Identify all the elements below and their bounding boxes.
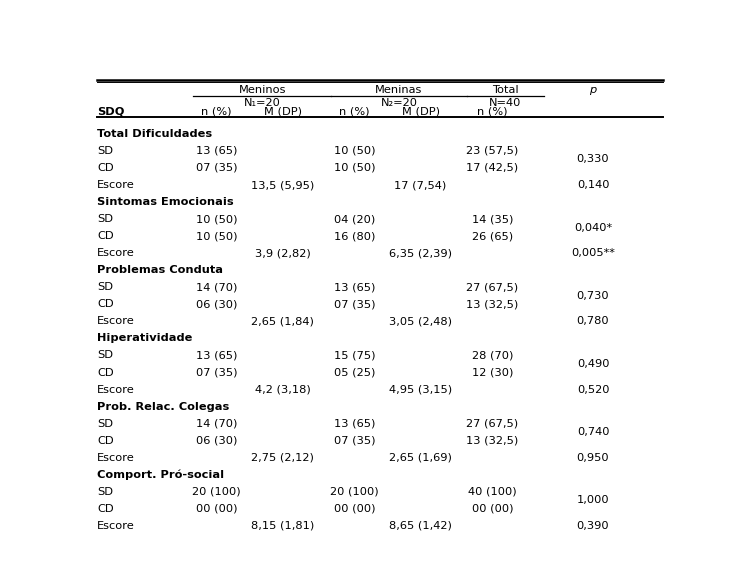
Text: SD: SD bbox=[97, 419, 114, 428]
Text: 05 (25): 05 (25) bbox=[334, 367, 375, 378]
Text: 10 (50): 10 (50) bbox=[196, 214, 237, 224]
Text: 0,780: 0,780 bbox=[577, 316, 609, 327]
Text: Escore: Escore bbox=[97, 385, 135, 394]
Text: Total Dificuldades: Total Dificuldades bbox=[97, 129, 212, 139]
Text: N₁=20: N₁=20 bbox=[244, 98, 280, 108]
Text: 06 (30): 06 (30) bbox=[196, 436, 237, 446]
Text: CD: CD bbox=[97, 504, 114, 514]
Text: N₂=20: N₂=20 bbox=[381, 98, 418, 108]
Text: Comport. Pró-social: Comport. Pró-social bbox=[97, 470, 225, 480]
Text: 04 (20): 04 (20) bbox=[334, 214, 375, 224]
Text: Escore: Escore bbox=[97, 316, 135, 327]
Text: 23 (57,5): 23 (57,5) bbox=[466, 146, 519, 156]
Text: M (DP): M (DP) bbox=[263, 106, 301, 116]
Text: SD: SD bbox=[97, 146, 114, 156]
Text: SD: SD bbox=[97, 487, 114, 497]
Text: Hiperatividade: Hiperatividade bbox=[97, 334, 193, 343]
Text: 0,390: 0,390 bbox=[577, 521, 609, 531]
Text: 0,740: 0,740 bbox=[577, 427, 609, 437]
Text: 14 (70): 14 (70) bbox=[196, 282, 237, 292]
Text: 10 (50): 10 (50) bbox=[196, 231, 237, 241]
Text: 4,2 (3,18): 4,2 (3,18) bbox=[255, 385, 310, 394]
Text: CD: CD bbox=[97, 231, 114, 241]
Text: 20 (100): 20 (100) bbox=[330, 487, 378, 497]
Text: N=40: N=40 bbox=[489, 98, 522, 108]
Text: 17 (42,5): 17 (42,5) bbox=[467, 163, 519, 173]
Text: n (%): n (%) bbox=[339, 106, 370, 116]
Text: p: p bbox=[589, 85, 597, 95]
Text: Escore: Escore bbox=[97, 521, 135, 531]
Text: 0,950: 0,950 bbox=[577, 453, 609, 463]
Text: 27 (67,5): 27 (67,5) bbox=[467, 419, 519, 428]
Text: 40 (100): 40 (100) bbox=[468, 487, 516, 497]
Text: 14 (35): 14 (35) bbox=[472, 214, 513, 224]
Text: 0,140: 0,140 bbox=[577, 180, 609, 190]
Text: 2,75 (2,12): 2,75 (2,12) bbox=[251, 453, 314, 463]
Text: M (DP): M (DP) bbox=[401, 106, 439, 116]
Text: Problemas Conduta: Problemas Conduta bbox=[97, 265, 223, 275]
Text: 14 (70): 14 (70) bbox=[196, 419, 237, 428]
Text: n (%): n (%) bbox=[477, 106, 508, 116]
Text: 0,005**: 0,005** bbox=[571, 248, 615, 258]
Text: 10 (50): 10 (50) bbox=[334, 146, 375, 156]
Text: SD: SD bbox=[97, 282, 114, 292]
Text: SD: SD bbox=[97, 350, 114, 361]
Text: 0,730: 0,730 bbox=[577, 291, 609, 301]
Text: 8,65 (1,42): 8,65 (1,42) bbox=[389, 521, 452, 531]
Text: Meninos: Meninos bbox=[239, 85, 286, 95]
Text: 1,000: 1,000 bbox=[577, 495, 609, 505]
Text: 13 (32,5): 13 (32,5) bbox=[466, 300, 519, 309]
Text: 13 (32,5): 13 (32,5) bbox=[466, 436, 519, 446]
Text: 0,040*: 0,040* bbox=[574, 223, 612, 233]
Text: 27 (67,5): 27 (67,5) bbox=[467, 282, 519, 292]
Text: 13 (65): 13 (65) bbox=[334, 282, 375, 292]
Text: CD: CD bbox=[97, 367, 114, 378]
Text: 07 (35): 07 (35) bbox=[334, 436, 375, 446]
Text: 07 (35): 07 (35) bbox=[334, 300, 375, 309]
Text: CD: CD bbox=[97, 163, 114, 173]
Text: CD: CD bbox=[97, 436, 114, 446]
Text: 13 (65): 13 (65) bbox=[334, 419, 375, 428]
Text: 13,5 (5,95): 13,5 (5,95) bbox=[251, 180, 314, 190]
Text: 28 (70): 28 (70) bbox=[472, 350, 513, 361]
Text: CD: CD bbox=[97, 300, 114, 309]
Text: 07 (35): 07 (35) bbox=[196, 367, 237, 378]
Text: 0,520: 0,520 bbox=[577, 385, 609, 394]
Text: 17 (7,54): 17 (7,54) bbox=[395, 180, 447, 190]
Text: 10 (50): 10 (50) bbox=[334, 163, 375, 173]
Text: 00 (00): 00 (00) bbox=[334, 504, 375, 514]
Text: 20 (100): 20 (100) bbox=[192, 487, 240, 497]
Text: 00 (00): 00 (00) bbox=[472, 504, 513, 514]
Text: Escore: Escore bbox=[97, 248, 135, 258]
Text: Meninas: Meninas bbox=[375, 85, 423, 95]
Text: 3,05 (2,48): 3,05 (2,48) bbox=[389, 316, 452, 327]
Text: 2,65 (1,84): 2,65 (1,84) bbox=[251, 316, 314, 327]
Text: n (%): n (%) bbox=[201, 106, 232, 116]
Text: SD: SD bbox=[97, 214, 114, 224]
Text: 13 (65): 13 (65) bbox=[196, 350, 237, 361]
Text: 06 (30): 06 (30) bbox=[196, 300, 237, 309]
Text: Total: Total bbox=[492, 85, 519, 95]
Text: 0,490: 0,490 bbox=[577, 359, 609, 369]
Text: 2,65 (1,69): 2,65 (1,69) bbox=[389, 453, 452, 463]
Text: 0,330: 0,330 bbox=[577, 155, 609, 164]
Text: 3,9 (2,82): 3,9 (2,82) bbox=[255, 248, 310, 258]
Text: 00 (00): 00 (00) bbox=[196, 504, 237, 514]
Text: Sintomas Emocionais: Sintomas Emocionais bbox=[97, 197, 234, 207]
Text: 6,35 (2,39): 6,35 (2,39) bbox=[389, 248, 452, 258]
Text: 13 (65): 13 (65) bbox=[196, 146, 237, 156]
Text: Escore: Escore bbox=[97, 453, 135, 463]
Text: 07 (35): 07 (35) bbox=[196, 163, 237, 173]
Text: Escore: Escore bbox=[97, 180, 135, 190]
Text: 8,15 (1,81): 8,15 (1,81) bbox=[251, 521, 314, 531]
Text: 26 (65): 26 (65) bbox=[472, 231, 513, 241]
Text: 15 (75): 15 (75) bbox=[334, 350, 375, 361]
Text: SDQ: SDQ bbox=[97, 106, 125, 116]
Text: 12 (30): 12 (30) bbox=[472, 367, 513, 378]
Text: Prob. Relac. Colegas: Prob. Relac. Colegas bbox=[97, 401, 229, 412]
Text: 4,95 (3,15): 4,95 (3,15) bbox=[389, 385, 452, 394]
Text: 16 (80): 16 (80) bbox=[334, 231, 375, 241]
